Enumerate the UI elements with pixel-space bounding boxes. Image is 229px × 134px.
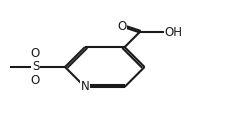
Text: OH: OH <box>164 26 182 39</box>
Text: O: O <box>31 47 40 60</box>
Text: O: O <box>117 20 126 33</box>
Text: S: S <box>32 60 39 74</box>
Text: N: N <box>80 80 89 93</box>
Text: O: O <box>31 74 40 87</box>
